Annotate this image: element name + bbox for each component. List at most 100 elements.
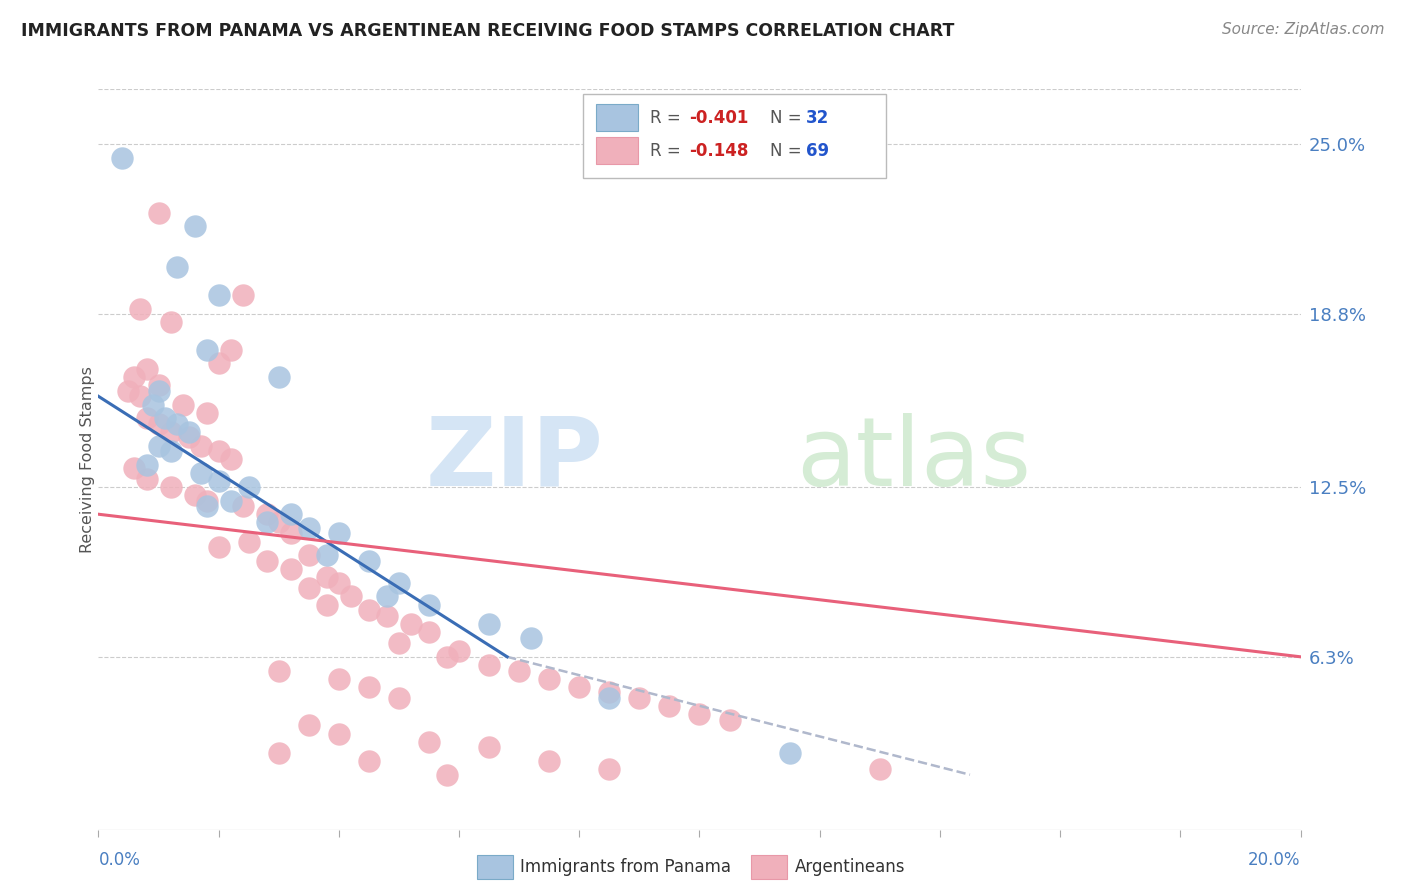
Point <box>598 685 620 699</box>
Point <box>219 343 242 357</box>
Point <box>328 526 350 541</box>
Point <box>111 151 134 165</box>
Point <box>238 480 260 494</box>
Point <box>135 458 157 472</box>
Point <box>628 690 651 705</box>
Point <box>159 315 181 329</box>
Point <box>436 649 458 664</box>
Point <box>183 488 205 502</box>
Point <box>267 664 290 678</box>
Point <box>135 362 157 376</box>
Point <box>598 762 620 776</box>
Point <box>568 680 591 694</box>
Point <box>418 598 440 612</box>
Point <box>117 384 139 398</box>
Point <box>166 260 188 275</box>
Text: R =: R = <box>650 109 681 127</box>
Point <box>418 735 440 749</box>
Point <box>779 746 801 760</box>
Point <box>340 590 363 604</box>
Point <box>148 384 170 398</box>
Text: Source: ZipAtlas.com: Source: ZipAtlas.com <box>1222 22 1385 37</box>
Point <box>177 425 200 439</box>
Point <box>208 356 231 370</box>
Point <box>183 219 205 234</box>
Point <box>328 726 350 740</box>
Point <box>153 411 176 425</box>
Point <box>166 417 188 431</box>
Point <box>267 370 290 384</box>
Point <box>315 570 337 584</box>
Point <box>357 554 380 568</box>
Point <box>135 472 157 486</box>
Point <box>869 762 891 776</box>
Text: N =: N = <box>770 142 801 160</box>
Point <box>538 754 561 768</box>
Point <box>219 452 242 467</box>
Point <box>298 549 321 563</box>
Point <box>399 616 422 631</box>
Point <box>124 460 146 475</box>
Point <box>718 713 741 727</box>
Point <box>159 444 181 458</box>
Point <box>195 493 218 508</box>
Point <box>447 644 470 658</box>
Point <box>298 521 321 535</box>
Point <box>232 499 254 513</box>
Point <box>232 288 254 302</box>
Point <box>256 554 278 568</box>
Point <box>357 754 380 768</box>
Point <box>298 718 321 732</box>
Point <box>148 417 170 431</box>
Text: 20.0%: 20.0% <box>1249 852 1301 870</box>
Point <box>148 205 170 219</box>
Point <box>508 664 530 678</box>
Point <box>159 480 181 494</box>
Point <box>141 398 163 412</box>
Point <box>190 439 212 453</box>
Point <box>538 672 561 686</box>
Point <box>598 690 620 705</box>
Point <box>148 439 170 453</box>
Text: ZIP: ZIP <box>426 413 603 506</box>
Point <box>280 562 302 576</box>
Point <box>357 603 380 617</box>
Point <box>219 493 242 508</box>
Point <box>177 430 200 444</box>
Point <box>135 411 157 425</box>
Point <box>328 672 350 686</box>
Point <box>280 526 302 541</box>
Point <box>208 288 231 302</box>
Point <box>195 406 218 420</box>
Text: N =: N = <box>770 109 801 127</box>
Point <box>124 370 146 384</box>
Point <box>357 680 380 694</box>
Point <box>129 389 152 403</box>
Text: IMMIGRANTS FROM PANAMA VS ARGENTINEAN RECEIVING FOOD STAMPS CORRELATION CHART: IMMIGRANTS FROM PANAMA VS ARGENTINEAN RE… <box>21 22 955 40</box>
Point <box>298 581 321 595</box>
Point <box>478 658 501 673</box>
Text: Immigrants from Panama: Immigrants from Panama <box>520 858 731 876</box>
Point <box>388 636 411 650</box>
Text: R =: R = <box>650 142 681 160</box>
Point <box>159 425 181 439</box>
Point <box>208 540 231 554</box>
Point <box>328 575 350 590</box>
Point <box>478 740 501 755</box>
Point <box>267 746 290 760</box>
Point <box>375 590 398 604</box>
Point <box>208 444 231 458</box>
Point <box>195 343 218 357</box>
Text: 32: 32 <box>806 109 830 127</box>
Point <box>256 507 278 521</box>
Point <box>190 466 212 480</box>
Point <box>172 398 194 412</box>
Text: -0.148: -0.148 <box>689 142 748 160</box>
Text: 0.0%: 0.0% <box>98 852 141 870</box>
Text: atlas: atlas <box>796 413 1031 506</box>
Point <box>418 625 440 640</box>
Point <box>129 301 152 316</box>
Point <box>375 608 398 623</box>
Point <box>315 598 337 612</box>
Text: Argentineans: Argentineans <box>794 858 905 876</box>
